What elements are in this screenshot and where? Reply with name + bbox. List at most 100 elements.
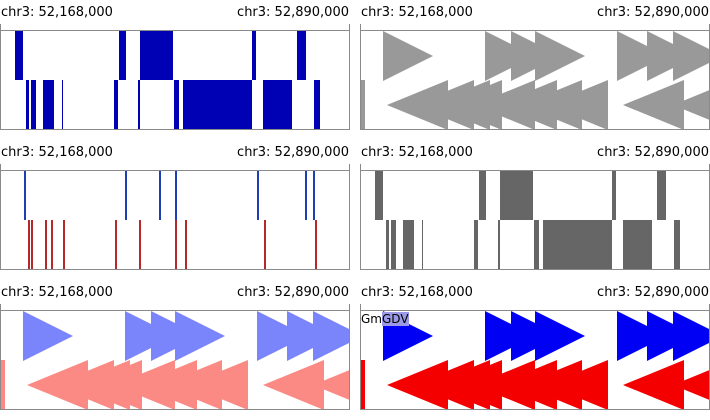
feature-block — [657, 171, 664, 220]
feature-block — [664, 171, 666, 220]
ruler — [0, 304, 350, 310]
feature-block — [140, 31, 159, 80]
reverse-arrow — [547, 360, 608, 409]
forward-arrow — [647, 31, 697, 81]
end-coordinate: chr3: 52,890,000 — [597, 5, 709, 20]
ruler — [0, 24, 350, 30]
feature-block — [114, 80, 118, 129]
reverse-arrow — [81, 360, 142, 409]
feature-block — [174, 80, 179, 129]
feature-block — [612, 171, 616, 220]
feature-line — [31, 220, 33, 269]
feature-line — [125, 171, 127, 220]
feature-line — [313, 171, 315, 220]
ruler — [360, 304, 710, 310]
feature-block — [474, 220, 478, 269]
feature-block — [31, 80, 36, 129]
forward-arrow — [647, 311, 697, 361]
forward-arrow — [23, 311, 73, 361]
feature-block — [498, 220, 500, 269]
feature-block — [386, 220, 389, 269]
feature-block — [422, 220, 423, 269]
feature-block — [297, 31, 304, 80]
forward-arrow — [673, 31, 709, 81]
feature-line — [264, 220, 266, 269]
feature-block — [314, 80, 320, 129]
end-coordinate: chr3: 52,890,000 — [597, 285, 709, 300]
reverse-arrow — [623, 360, 684, 409]
feature-line — [63, 220, 65, 269]
feature-block — [43, 80, 54, 129]
track-area[interactable] — [0, 30, 350, 130]
track-panel-2: chr3: 52,168,000 chr3: 52,890,000 — [360, 0, 710, 140]
track-area[interactable] — [360, 170, 710, 270]
start-coordinate: chr3: 52,168,000 — [1, 285, 113, 300]
forward-arrow — [535, 31, 585, 81]
feature-block — [623, 220, 652, 269]
ruler — [360, 24, 710, 30]
forward-arrow — [287, 311, 337, 361]
forward-arrow — [617, 311, 667, 361]
feature-block — [138, 80, 140, 129]
feature-line — [139, 220, 141, 269]
forward-arrow — [485, 311, 535, 361]
track-panel-3: chr3: 52,168,000 chr3: 52,890,000 — [0, 140, 350, 280]
feature-line — [257, 171, 259, 220]
start-coordinate: chr3: 52,168,000 — [361, 285, 473, 300]
feature-line — [175, 171, 177, 220]
feature-block — [159, 31, 173, 80]
reverse-arrow — [187, 360, 248, 409]
feature-line — [24, 171, 26, 220]
feature-line — [28, 220, 30, 269]
feature-line — [185, 220, 187, 269]
feature-block — [15, 31, 23, 80]
track-area[interactable] — [360, 310, 710, 410]
feature-block — [26, 80, 29, 129]
reverse-arrow — [441, 80, 502, 129]
start-coordinate: chr3: 52,168,000 — [361, 5, 473, 20]
ruler — [0, 164, 350, 170]
reverse-arrow — [673, 90, 709, 120]
feature-block — [119, 31, 126, 80]
feature-line — [51, 220, 53, 269]
track-panel-5: chr3: 52,168,000 chr3: 52,890,000 — [0, 280, 350, 420]
forward-arrow — [175, 311, 225, 361]
feature-block — [62, 80, 63, 129]
forward-arrow — [485, 31, 535, 81]
end-coordinate: chr3: 52,890,000 — [237, 145, 349, 160]
reverse-arrow — [673, 370, 709, 400]
track-area[interactable] — [0, 310, 350, 410]
feature-block — [252, 31, 256, 80]
reverse-arrow — [361, 360, 365, 409]
forward-arrow — [257, 311, 307, 361]
feature-block — [263, 80, 292, 129]
forward-arrow — [383, 31, 433, 81]
reverse-arrow — [1, 360, 5, 409]
reverse-arrow — [263, 360, 324, 409]
reverse-arrow — [547, 80, 608, 129]
feature-block — [674, 220, 680, 269]
feature-label: GmGDV — [361, 312, 409, 326]
forward-arrow — [617, 31, 667, 81]
feature-line — [305, 171, 307, 220]
end-coordinate: chr3: 52,890,000 — [597, 145, 709, 160]
feature-block — [375, 171, 383, 220]
reverse-arrow — [313, 370, 349, 400]
track-area[interactable] — [360, 30, 710, 130]
reverse-arrow — [623, 80, 684, 129]
end-coordinate: chr3: 52,890,000 — [237, 5, 349, 20]
feature-line — [175, 220, 177, 269]
feature-block — [391, 220, 396, 269]
ruler — [360, 164, 710, 170]
end-coordinate: chr3: 52,890,000 — [237, 285, 349, 300]
forward-arrow — [535, 311, 585, 361]
feature-block — [534, 220, 539, 269]
reverse-arrow — [361, 80, 365, 129]
feature-line — [159, 171, 161, 220]
forward-arrow — [125, 311, 175, 361]
track-area[interactable] — [0, 170, 350, 270]
forward-arrow — [313, 311, 349, 361]
feature-block — [500, 171, 519, 220]
feature-line — [315, 220, 317, 269]
feature-block — [519, 171, 533, 220]
